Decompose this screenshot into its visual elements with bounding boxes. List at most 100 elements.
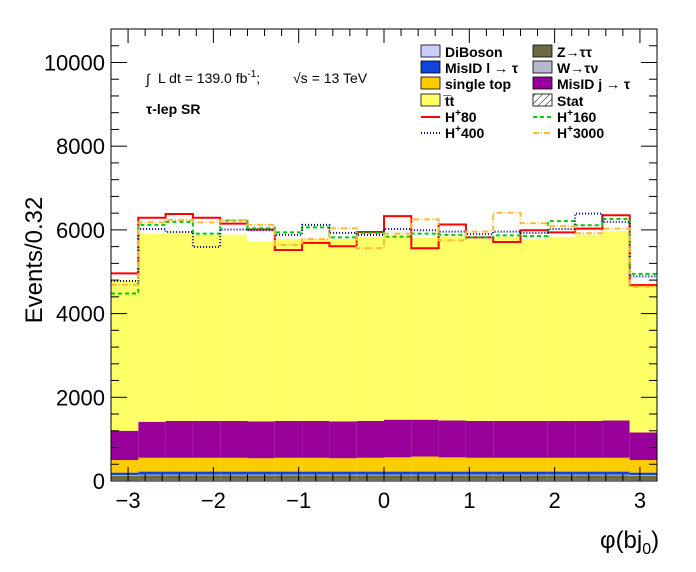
legend-label: MisID j → τ: [557, 76, 631, 92]
bar-series-6-bin-1: [138, 233, 166, 422]
bar-series-6-bin-7: [302, 238, 330, 421]
bar-series-2-bin-16: [547, 474, 576, 476]
bar-series-1-bin-0: [111, 475, 139, 481]
bar-series-2-bin-1: [138, 474, 166, 476]
legend-label-main: H: [557, 125, 567, 141]
bar-series-4-bin-14: [493, 457, 521, 472]
legend-label: H+400: [445, 124, 485, 141]
legend-label-main: H: [445, 125, 455, 141]
bar-series-4-bin-4: [220, 457, 248, 472]
bar-series-2-bin-19: [629, 475, 657, 476]
bar-series-1-bin-16: [547, 475, 576, 480]
bar-series-5-bin-11: [411, 419, 439, 457]
series-5: [111, 419, 657, 461]
signal-line-2: [111, 212, 657, 282]
bar-series-3-bin-4: [220, 471, 248, 475]
bar-series-4-bin-13: [465, 457, 494, 472]
series-6: [111, 230, 657, 433]
bar-series-4-bin-11: [411, 456, 439, 472]
bar-series-4-bin-12: [438, 457, 466, 472]
bar-series-2-bin-18: [602, 474, 630, 476]
bar-series-2-bin-13: [465, 474, 494, 476]
bar-series-3-bin-11: [411, 471, 439, 475]
x-tick-label: 0: [378, 488, 390, 513]
bar-series-0-bin-1: [138, 479, 166, 481]
legend-swatch: [532, 60, 553, 74]
x-axis-title: φ(bj0): [600, 527, 659, 558]
bar-series-2-bin-4: [220, 474, 248, 476]
series-4: [111, 456, 657, 473]
bar-series-2-bin-15: [520, 474, 548, 476]
bar-series-1-bin-8: [329, 475, 357, 480]
bar-series-3-bin-6: [274, 471, 303, 475]
lumi-value: L dt = 139.0 fb: [158, 70, 248, 86]
bar-series-3-bin-8: [329, 471, 357, 475]
bar-series-3-bin-5: [247, 471, 275, 475]
bar-series-5-bin-6: [274, 420, 303, 458]
y-tick-label: 6000: [56, 218, 105, 243]
bar-series-1-bin-19: [629, 475, 657, 481]
bar-series-0-bin-11: [411, 479, 439, 481]
bar-series-5-bin-15: [520, 420, 548, 458]
bar-series-6-bin-6: [274, 238, 303, 421]
bar-series-1-bin-9: [356, 475, 384, 480]
legend-label: t̅t: [442, 93, 454, 109]
bar-series-3-bin-7: [302, 471, 330, 475]
y-tick-label: 4000: [56, 302, 105, 327]
bar-series-1-bin-10: [384, 475, 412, 480]
bar-series-6-bin-11: [411, 237, 439, 420]
bar-series-3-bin-15: [520, 471, 548, 475]
bar-series-6-bin-4: [220, 234, 248, 421]
bar-series-3-bin-3: [192, 471, 221, 475]
x-tick-label: 1: [463, 488, 475, 513]
bar-series-5-bin-16: [547, 420, 576, 458]
legend-swatch: [532, 93, 553, 107]
sqrt-s: √s: [293, 70, 308, 86]
legend-label-main: H: [445, 109, 455, 125]
legend-entry-h80: H+80: [421, 108, 477, 125]
bar-series-4-bin-5: [247, 458, 275, 472]
bar-series-6-bin-9: [356, 236, 384, 421]
region-label: τ-lep SR: [146, 101, 200, 117]
legend-entry-h400: H+400: [421, 124, 485, 141]
legend-entry-singletop: single top: [420, 76, 511, 92]
series-3: [111, 471, 657, 476]
legend-swatch: [420, 93, 441, 107]
legend-label: MisID l → τ: [445, 60, 519, 76]
legend-label: single top: [445, 76, 511, 92]
y-tick-label: 8000: [56, 134, 105, 159]
bar-series-0-bin-6: [274, 479, 303, 481]
bar-series-5-bin-8: [329, 421, 357, 459]
bar-series-4-bin-16: [547, 457, 576, 472]
legend-label-main: H: [557, 109, 567, 125]
bar-series-3-bin-12: [438, 471, 466, 475]
legend-label: H+80: [445, 108, 477, 125]
energy-value: = 13 TeV: [312, 70, 368, 86]
bar-series-4-bin-0: [111, 460, 139, 473]
bar-series-6-bin-10: [384, 235, 412, 420]
bar-series-5-bin-13: [465, 420, 494, 458]
x-axis-title-main: φ(bj: [600, 527, 642, 554]
bar-series-0-bin-14: [493, 479, 521, 481]
bar-series-4-bin-17: [575, 457, 603, 472]
lumi-text: L dt = 139.0 fb-1;: [158, 69, 260, 86]
bar-series-1-bin-6: [274, 475, 303, 480]
bar-series-6-bin-2: [165, 232, 193, 421]
bar-series-5-bin-12: [438, 420, 466, 458]
bar-series-4-bin-9: [356, 457, 384, 472]
bar-series-0-bin-5: [247, 479, 275, 481]
bar-series-1-bin-1: [138, 475, 166, 480]
signal-lines: [111, 211, 657, 295]
bar-series-5-bin-10: [384, 419, 412, 458]
legend-entry-wtaunu: W→τν: [532, 60, 598, 76]
bar-series-0-bin-9: [356, 479, 384, 481]
bar-series-2-bin-5: [247, 474, 275, 476]
legend-entry-h3000: H+3000: [533, 124, 604, 141]
bar-series-4-bin-1: [138, 457, 166, 472]
axes: −3 −2 −1 0 1 2 3 0 2000 4000 6000 8000 10000: [44, 28, 658, 513]
bar-series-1-bin-13: [465, 475, 494, 480]
legend-swatch: [420, 44, 441, 58]
bar-series-6-bin-16: [547, 236, 576, 421]
bar-series-3-bin-16: [547, 471, 576, 475]
x-tick-label: −2: [201, 488, 226, 513]
